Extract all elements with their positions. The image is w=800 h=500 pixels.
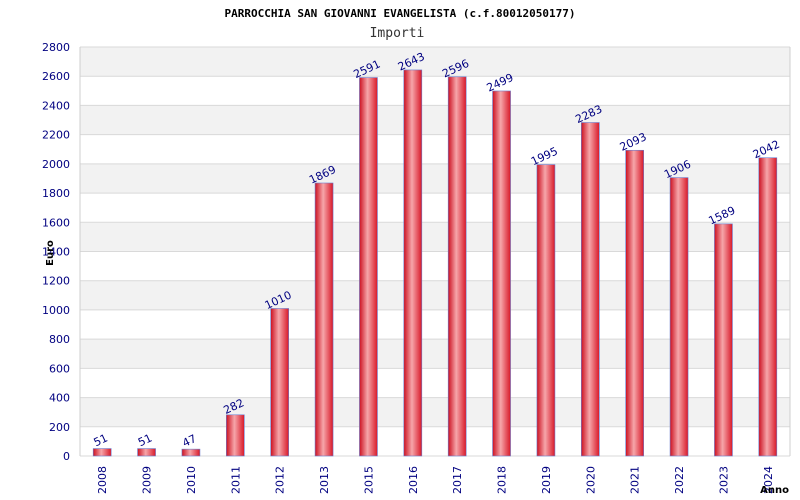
x-tick-label: 2016: [407, 466, 420, 494]
y-tick-label: 1000: [42, 304, 70, 317]
grid-band: [80, 105, 790, 135]
bar: [270, 308, 289, 457]
x-axis-title: Anno: [760, 485, 789, 496]
x-axis-ticks: 2008 2009 2010 2011 2012 2013 2015 2016 2017 2018…: [96, 466, 775, 494]
y-tick-label: 2400: [42, 99, 70, 112]
bar: [758, 157, 778, 457]
y-tick-label: 1800: [42, 187, 70, 200]
bar: [181, 448, 201, 457]
bar-series: [92, 69, 778, 457]
x-tick-label: 2018: [496, 466, 509, 494]
bar: [536, 164, 556, 457]
y-tick-label: 2600: [42, 70, 70, 83]
bar: [447, 76, 467, 457]
chart-subtitle: Importi: [370, 26, 425, 41]
y-tick-label: 1400: [42, 246, 70, 259]
x-tick-label: 2012: [274, 466, 287, 494]
y-tick-label: 200: [49, 421, 70, 434]
chart-title: PARROCCHIA SAN GIOVANNI EVANGELISTA (c.f…: [225, 7, 576, 20]
x-tick-label: 2020: [584, 466, 597, 494]
y-tick-label: 2800: [42, 41, 70, 54]
y-tick-label: 2000: [42, 158, 70, 171]
bar: [137, 448, 156, 457]
bar: [403, 69, 423, 457]
y-tick-label: 2200: [42, 129, 70, 142]
x-tick-label: 2023: [717, 466, 730, 494]
bar: [581, 122, 600, 457]
y-axis-title: Euro: [45, 240, 56, 266]
y-tick-label: 1200: [42, 275, 70, 288]
x-tick-label: 2015: [362, 466, 375, 494]
data-label: 47: [180, 432, 198, 450]
bar: [625, 149, 644, 457]
x-tick-label: 2011: [229, 466, 242, 494]
x-tick-label: 2019: [540, 466, 553, 494]
y-axis-ticks: 0 200 400 600 800 1000 1200 1400 1600 1800 2000 220…: [42, 41, 70, 463]
y-tick-label: 0: [63, 450, 70, 463]
x-tick-label: 2021: [629, 466, 642, 494]
bar: [669, 177, 689, 457]
data-label: 51: [136, 432, 154, 450]
y-tick-label: 400: [49, 392, 70, 405]
x-tick-label: 2022: [673, 466, 686, 494]
x-tick-label: 2008: [96, 466, 109, 494]
bar: [314, 182, 334, 457]
bar: [714, 223, 733, 457]
x-tick-label: 2017: [451, 466, 464, 494]
bar: [359, 77, 378, 457]
bar: [226, 414, 245, 457]
x-tick-label: 2013: [318, 466, 331, 494]
y-tick-label: 1600: [42, 216, 70, 229]
x-tick-label: 2024: [762, 466, 775, 494]
x-tick-label: 2009: [141, 466, 154, 494]
x-tick-label: 2010: [185, 466, 198, 494]
y-tick-label: 600: [49, 362, 70, 375]
data-label: 51: [92, 432, 110, 450]
bar: [492, 90, 511, 457]
grid-band: [80, 47, 790, 77]
y-tick-label: 800: [49, 333, 70, 346]
bar: [92, 448, 112, 457]
